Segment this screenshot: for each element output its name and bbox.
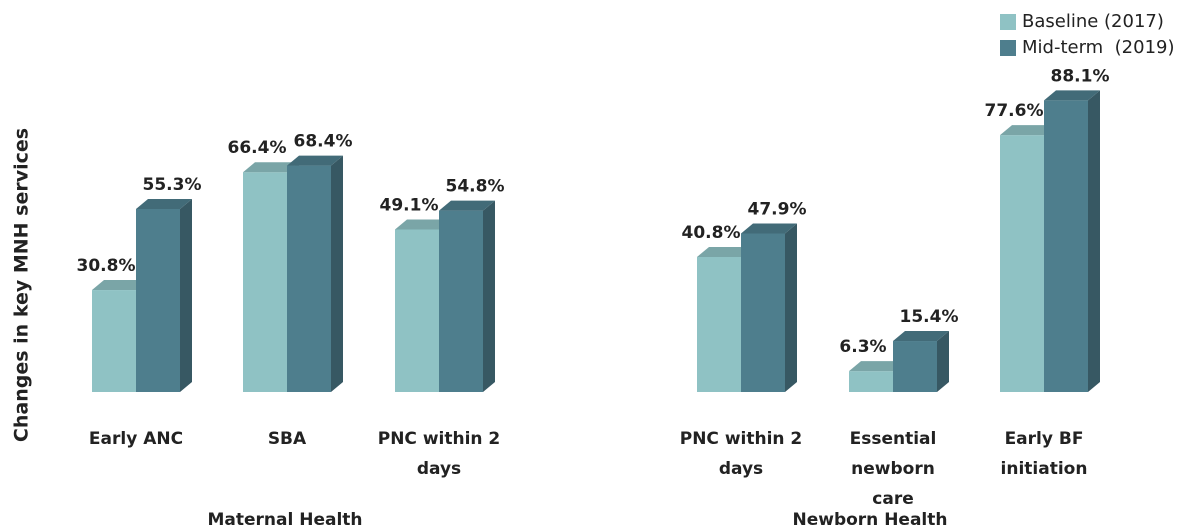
- data-label: 15.4%: [900, 307, 959, 327]
- y-axis-label: Changes in key MNH services: [11, 128, 33, 442]
- bar-top: [287, 155, 343, 166]
- data-label: 88.1%: [1051, 66, 1110, 86]
- bar: [395, 229, 439, 392]
- bar: [1000, 135, 1044, 393]
- bar-side: [331, 155, 343, 392]
- bar-top: [849, 361, 905, 372]
- bar: [1044, 100, 1088, 392]
- data-label: 30.8%: [77, 256, 136, 276]
- bar-top: [1000, 125, 1056, 136]
- data-label: 49.1%: [380, 195, 439, 215]
- data-label: 40.8%: [682, 223, 741, 243]
- bar-top: [893, 331, 949, 342]
- data-label: 54.8%: [446, 177, 505, 197]
- x-tick-label: SBA: [267, 429, 307, 449]
- bar: [893, 341, 937, 392]
- data-label: 6.3%: [839, 337, 886, 357]
- bar: [287, 165, 331, 392]
- bar-top: [136, 198, 192, 209]
- data-label: 68.4%: [294, 132, 353, 152]
- legend-label: Baseline (2017): [1022, 11, 1164, 32]
- bar-top: [1044, 90, 1100, 101]
- group-label: Maternal Health: [207, 510, 362, 530]
- bar-side: [937, 331, 949, 392]
- bar-side: [180, 198, 192, 392]
- bar: [439, 210, 483, 392]
- bar-top: [395, 219, 451, 230]
- data-label: 77.6%: [985, 101, 1044, 121]
- x-tick-label: Early ANC: [88, 429, 184, 449]
- bar-side: [483, 200, 495, 392]
- legend-swatch: [1000, 40, 1016, 56]
- bar-top: [243, 162, 299, 173]
- bar-top: [697, 246, 753, 257]
- bar-side: [1088, 90, 1100, 392]
- bar-top: [741, 223, 797, 234]
- bar: [243, 172, 287, 392]
- data-label: 66.4%: [228, 138, 287, 158]
- bar: [92, 290, 136, 392]
- legend-swatch: [1000, 14, 1016, 30]
- bar: [697, 256, 741, 392]
- bar: [741, 233, 785, 392]
- x-tick-label: PNC within 2 days: [377, 429, 501, 479]
- bar: [849, 371, 893, 392]
- bar-top: [439, 200, 495, 211]
- group-label: Newborn Health: [792, 510, 947, 530]
- bar-top: [92, 280, 148, 291]
- x-tick-label: PNC within 2 days: [679, 429, 803, 479]
- x-tick-label: Essential newborn care: [849, 429, 937, 509]
- legend-label: Mid-term (2019): [1022, 37, 1175, 58]
- bar: [136, 208, 180, 392]
- data-label: 55.3%: [143, 175, 202, 195]
- bar-side: [785, 223, 797, 392]
- x-tick-label: Early BF initiation: [1000, 429, 1088, 479]
- data-label: 47.9%: [748, 199, 807, 219]
